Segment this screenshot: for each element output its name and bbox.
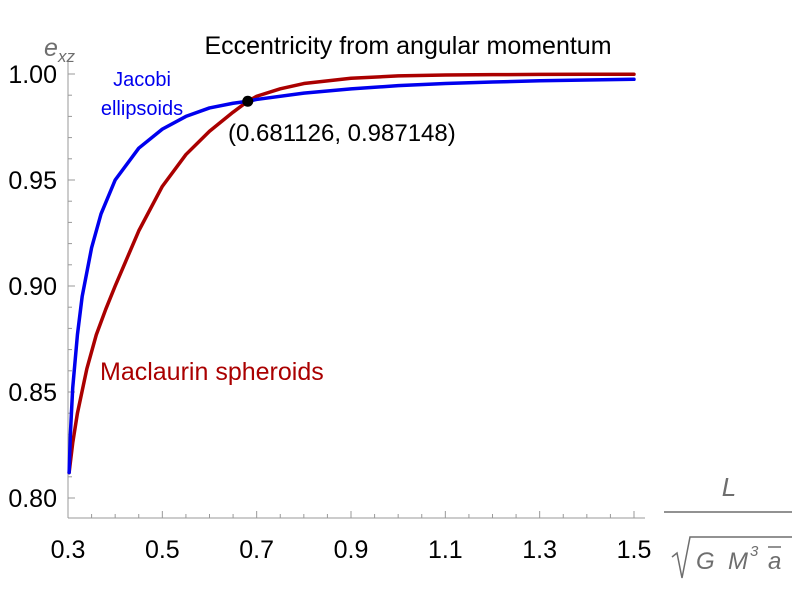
y-tick-label: 0.85 <box>8 379 57 407</box>
y-tick-label: 0.95 <box>8 167 57 195</box>
x-tick-label: 1.1 <box>428 536 463 564</box>
y-axis-label-sub: xz <box>57 47 76 66</box>
x-tick-label: 0.5 <box>145 536 180 564</box>
x-tick-label: 0.9 <box>334 536 369 564</box>
jacobi-label-line-1: Jacobi <box>113 69 171 91</box>
y-tick-label: 0.80 <box>8 485 57 513</box>
maclaurin-spheroids-line <box>67 72 636 475</box>
x-axis-label-sqrt-sign <box>671 536 792 579</box>
x-axis-label-exponent: 3 <box>750 543 759 560</box>
jacobi-ellipsoids-line <box>67 77 636 475</box>
y-tick-label: 0.90 <box>8 273 57 301</box>
x-tick-label: 1.3 <box>522 536 557 564</box>
x-axis-label-g: G <box>696 548 715 575</box>
ticks <box>67 73 635 518</box>
intersection-point-label: (0.681126, 0.987148) <box>228 120 456 147</box>
x-axis-label-m: M <box>728 548 748 575</box>
x-axis-label-numerator: L <box>722 472 736 502</box>
tick-labels: 0.3 0.5 0.7 0.9 1.1 1.3 1.5 0.80 0.85 0.90 0.95 1.0… <box>8 61 651 564</box>
y-axis-label-base: e <box>44 34 58 62</box>
jacobi-label: Jacobi ellipsoids <box>101 69 183 120</box>
chart-title: Eccentricity from angular momentum <box>204 32 611 60</box>
y-axis-label: e xz <box>44 34 76 66</box>
intersection-point <box>242 95 254 107</box>
x-axis-label: L G M 3 a <box>664 472 792 579</box>
jacobi-label-line-2: ellipsoids <box>101 98 183 120</box>
x-tick-label: 1.5 <box>617 536 652 564</box>
series-lines <box>67 72 636 475</box>
x-axis-label-a: a <box>768 548 781 575</box>
maclaurin-label: Maclaurin spheroids <box>100 358 324 386</box>
x-tick-label: 0.3 <box>51 536 86 564</box>
y-tick-label: 1.00 <box>8 61 57 89</box>
x-tick-label: 0.7 <box>239 536 274 564</box>
